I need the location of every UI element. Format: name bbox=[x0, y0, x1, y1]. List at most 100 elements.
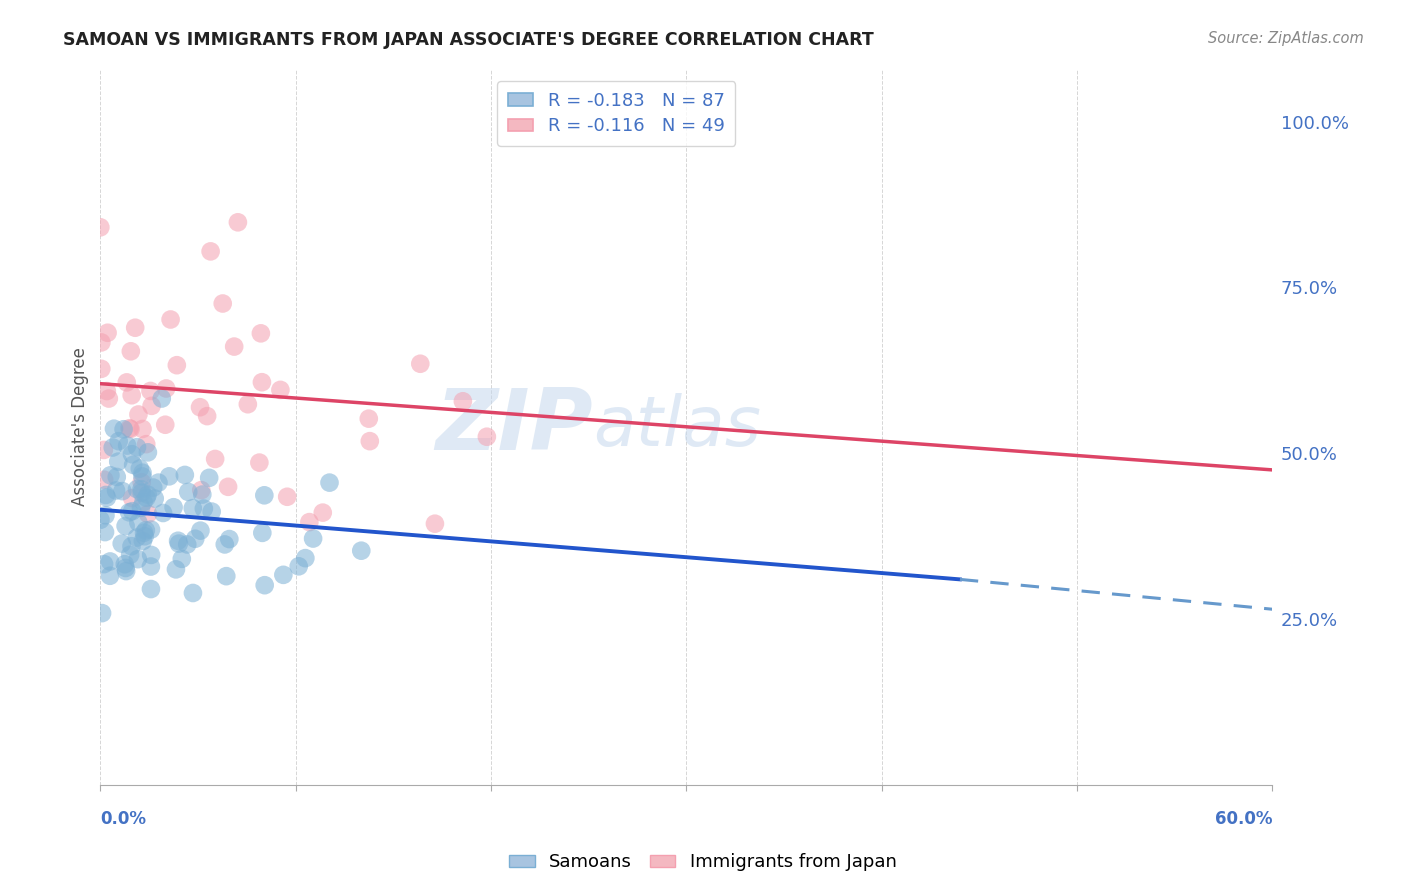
Legend: R = -0.183   N = 87, R = -0.116   N = 49: R = -0.183 N = 87, R = -0.116 N = 49 bbox=[496, 81, 735, 146]
Point bbox=[103, 422, 125, 436]
Point bbox=[96, 491, 118, 505]
Point bbox=[276, 490, 298, 504]
Point bbox=[141, 548, 163, 562]
Point bbox=[141, 399, 163, 413]
Point bbox=[94, 525, 117, 540]
Point bbox=[190, 524, 212, 538]
Point bbox=[107, 455, 129, 469]
Point bbox=[139, 523, 162, 537]
Point bbox=[155, 417, 177, 432]
Point bbox=[350, 543, 373, 558]
Point bbox=[131, 482, 153, 496]
Point bbox=[198, 471, 221, 485]
Point bbox=[359, 434, 381, 449]
Point bbox=[217, 480, 239, 494]
Point bbox=[135, 437, 157, 451]
Point bbox=[318, 475, 340, 490]
Point bbox=[131, 469, 153, 483]
Y-axis label: Associate's Degree: Associate's Degree bbox=[72, 347, 89, 507]
Point bbox=[97, 326, 120, 340]
Point bbox=[184, 532, 207, 546]
Point bbox=[195, 409, 218, 423]
Point bbox=[139, 582, 162, 596]
Point bbox=[121, 388, 143, 402]
Point bbox=[269, 383, 291, 397]
Point bbox=[114, 558, 136, 572]
Point bbox=[132, 495, 155, 509]
Point bbox=[224, 340, 246, 354]
Point bbox=[121, 504, 143, 518]
Point bbox=[190, 483, 212, 497]
Point bbox=[181, 501, 204, 516]
Point bbox=[115, 376, 138, 390]
Text: ZIP: ZIP bbox=[434, 385, 593, 468]
Point bbox=[215, 569, 238, 583]
Point bbox=[115, 564, 138, 578]
Point bbox=[125, 440, 148, 454]
Point bbox=[111, 484, 134, 499]
Point bbox=[294, 551, 316, 566]
Point bbox=[115, 439, 138, 453]
Point bbox=[105, 483, 128, 498]
Point bbox=[93, 442, 115, 457]
Point bbox=[94, 488, 117, 502]
Text: Source: ZipAtlas.com: Source: ZipAtlas.com bbox=[1208, 31, 1364, 46]
Point bbox=[112, 422, 135, 436]
Point bbox=[188, 401, 211, 415]
Point bbox=[143, 491, 166, 506]
Point bbox=[131, 422, 153, 436]
Point bbox=[357, 411, 380, 425]
Point bbox=[118, 505, 141, 519]
Point bbox=[93, 557, 115, 571]
Text: 0.0%: 0.0% bbox=[100, 810, 146, 828]
Point bbox=[125, 482, 148, 496]
Point bbox=[142, 481, 165, 495]
Point bbox=[93, 473, 115, 487]
Point bbox=[302, 532, 325, 546]
Point bbox=[111, 536, 134, 550]
Point bbox=[131, 485, 153, 500]
Point bbox=[167, 533, 190, 548]
Point bbox=[273, 567, 295, 582]
Point bbox=[177, 484, 200, 499]
Point bbox=[253, 578, 276, 592]
Point bbox=[167, 536, 190, 550]
Point bbox=[90, 361, 112, 376]
Point bbox=[114, 561, 136, 575]
Point bbox=[173, 467, 195, 482]
Point bbox=[409, 357, 432, 371]
Point bbox=[121, 491, 143, 505]
Point bbox=[127, 552, 149, 566]
Point bbox=[451, 394, 474, 409]
Point bbox=[226, 215, 249, 229]
Point bbox=[100, 468, 122, 483]
Point bbox=[247, 456, 270, 470]
Point bbox=[139, 559, 162, 574]
Point bbox=[152, 506, 174, 520]
Point bbox=[132, 525, 155, 540]
Point bbox=[475, 430, 498, 444]
Point bbox=[155, 382, 177, 396]
Point bbox=[191, 487, 214, 501]
Point bbox=[129, 500, 152, 515]
Point bbox=[201, 505, 224, 519]
Point bbox=[181, 586, 204, 600]
Point bbox=[101, 441, 124, 455]
Point bbox=[127, 408, 149, 422]
Point bbox=[252, 525, 274, 540]
Point bbox=[122, 458, 145, 472]
Point bbox=[124, 320, 146, 334]
Point bbox=[134, 529, 156, 543]
Point bbox=[94, 508, 117, 523]
Point bbox=[204, 452, 226, 467]
Point bbox=[193, 501, 215, 516]
Point bbox=[98, 554, 121, 568]
Point bbox=[120, 422, 142, 436]
Point bbox=[162, 500, 184, 515]
Point bbox=[135, 491, 157, 505]
Point bbox=[287, 559, 309, 574]
Point bbox=[120, 344, 142, 359]
Point bbox=[135, 524, 157, 538]
Point bbox=[253, 488, 276, 502]
Point bbox=[312, 506, 335, 520]
